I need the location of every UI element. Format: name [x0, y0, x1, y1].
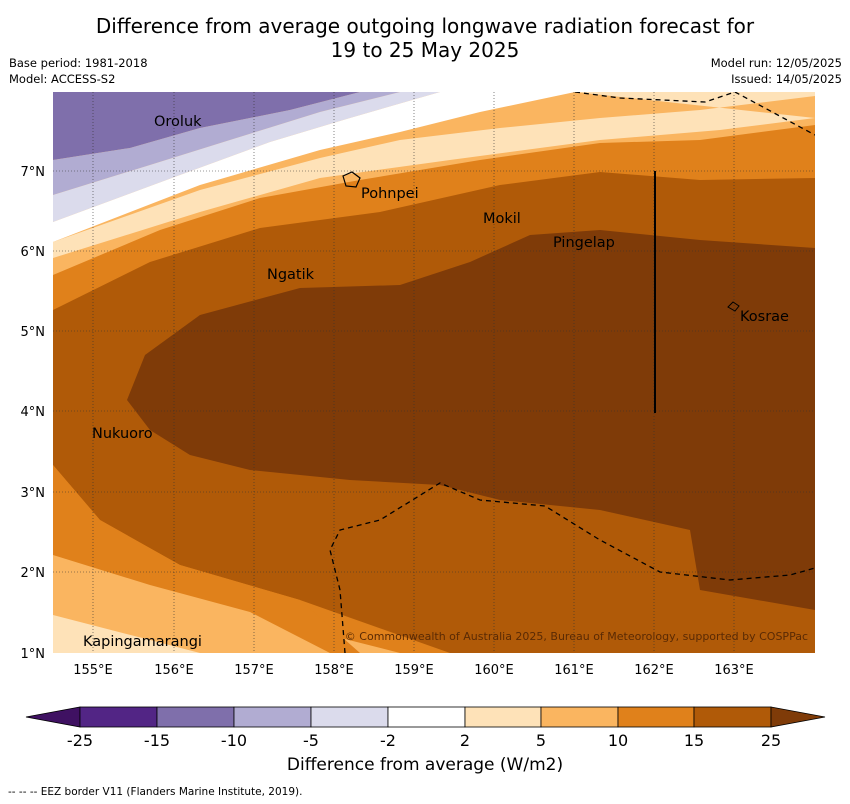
colorbar-extend-low [25, 706, 81, 728]
colorbar-tick: 5 [536, 731, 546, 750]
colorbar-label: Difference from average (W/m2) [286, 755, 564, 775]
band-max [127, 230, 815, 610]
colorbar-segment [693, 706, 772, 728]
colorbar-tick: -15 [144, 731, 170, 750]
colorbar-tick: -25 [67, 731, 93, 750]
model-name: Model: ACCESS-S2 [9, 72, 116, 86]
map-title-line2: 19 to 25 May 2025 [330, 38, 520, 62]
place-labels: Oroluk Pohnpei Mokil Pingelap Ngatik Kos… [83, 114, 789, 650]
graticule [53, 92, 815, 653]
lat-tick: 7°N [21, 165, 46, 180]
band-neg-10 [53, 92, 360, 160]
copyright-notice: © Commonwealth of Australia 2025, Bureau… [345, 630, 808, 643]
place-mokil: Mokil [483, 211, 521, 227]
lon-tick: 156°E [154, 663, 194, 678]
eez-footnote: -- -- -- EEZ border V11 (Flanders Marine… [8, 786, 303, 798]
colorbar-segment [387, 706, 466, 728]
lat-tick: 5°N [21, 325, 46, 340]
lat-tick: 6°N [21, 245, 46, 260]
colorbar-ticks: -25 -15 -10 -5 -2 2 5 10 15 25 [67, 731, 781, 750]
colorbar-segment [233, 706, 312, 728]
lat-tick: 4°N [21, 405, 46, 420]
colorbar-extend-high [770, 706, 826, 728]
lat-tick: 1°N [21, 647, 46, 662]
colorbar-tick: 10 [608, 731, 628, 750]
colorbar-tick: 25 [761, 731, 781, 750]
band-lower-10 [53, 555, 330, 653]
kosrae-island-shape [727, 301, 740, 312]
pohnpei-island-shape [342, 171, 361, 188]
lon-tick: 162°E [634, 663, 674, 678]
colorbar-tick: 15 [684, 731, 704, 750]
base-period: Base period: 1981-2018 [9, 56, 148, 70]
model-run: Model run: 12/05/2025 [710, 56, 842, 70]
lat-tick-labels: 7°N 6°N 5°N 4°N 3°N 2°N 1°N [21, 165, 46, 662]
colorbar-tick: -2 [380, 731, 396, 750]
lon-tick: 163°E [714, 663, 754, 678]
lon-tick: 158°E [314, 663, 354, 678]
map-title-line1: Difference from average outgoing longwav… [95, 14, 755, 38]
colorbar-segment [156, 706, 235, 728]
meta-left: Base period: 1981-2018 Model: ACCESS-S2 [9, 55, 148, 87]
band-lower-5 [53, 615, 200, 653]
place-pingelap: Pingelap [553, 235, 615, 251]
band-5-10 [53, 92, 815, 258]
place-kosrae: Kosrae [740, 309, 789, 325]
colorbar-tick: 2 [460, 731, 470, 750]
colorbar-tick: -10 [221, 731, 247, 750]
meta-right: Model run: 12/05/2025 Issued: 14/05/2025 [711, 55, 842, 87]
place-nukuoro: Nukuoro [92, 426, 153, 442]
place-oroluk: Oroluk [154, 114, 202, 130]
lon-tick: 159°E [394, 663, 434, 678]
issued-date: Issued: 14/05/2025 [731, 72, 842, 86]
colorbar-segment [540, 706, 619, 728]
contour-fill [53, 92, 815, 653]
lon-tick: 155°E [73, 663, 113, 678]
colorbar-segment [79, 706, 158, 728]
lon-tick: 161°E [554, 663, 594, 678]
lon-tick: 157°E [234, 663, 274, 678]
colorbar-segment [617, 706, 695, 728]
colorbar-segment [310, 706, 389, 728]
lat-tick: 2°N [21, 566, 46, 581]
lat-tick: 3°N [21, 486, 46, 501]
place-kapingamarangi: Kapingamarangi [83, 634, 202, 650]
eez-border [329, 92, 815, 653]
colorbar [25, 706, 826, 728]
lon-tick-labels: 155°E 156°E 157°E 158°E 159°E 160°E 161°… [73, 663, 754, 678]
place-pohnpei: Pohnpei [361, 186, 419, 202]
place-ngatik: Ngatik [267, 267, 315, 283]
colorbar-tick: -5 [303, 731, 319, 750]
colorbar-segment [464, 706, 542, 728]
lon-tick: 160°E [474, 663, 514, 678]
